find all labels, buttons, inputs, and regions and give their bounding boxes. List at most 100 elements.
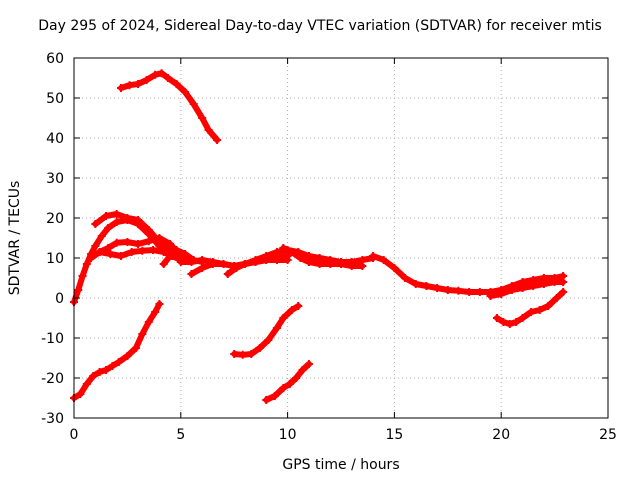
data-point <box>507 286 516 294</box>
data-point <box>138 330 147 338</box>
data-point <box>104 224 113 232</box>
data-point <box>262 396 271 404</box>
data-point <box>144 237 153 246</box>
y-tick-label: 10 <box>46 251 64 267</box>
data-point <box>454 286 463 295</box>
data-point <box>213 136 222 144</box>
data-point <box>272 256 281 264</box>
data-point <box>240 260 249 268</box>
data-point <box>181 88 190 96</box>
x-tick-label: 0 <box>70 427 79 443</box>
data-point <box>223 270 232 278</box>
data-point <box>82 380 91 388</box>
y-tick-label: -20 <box>41 371 64 387</box>
data-point <box>486 292 495 300</box>
data-point <box>232 264 241 272</box>
data-point <box>108 362 117 370</box>
data-point <box>166 240 175 248</box>
y-tick-label: -10 <box>41 331 64 347</box>
y-tick-label: 40 <box>46 131 64 147</box>
data-point <box>151 308 160 316</box>
data-point <box>172 80 181 88</box>
data-point <box>497 290 506 298</box>
data-point <box>138 246 147 255</box>
data-point <box>379 256 388 264</box>
data-point <box>151 70 160 79</box>
series-arc-j <box>70 300 164 402</box>
data-point <box>401 274 410 282</box>
data-point <box>512 318 521 326</box>
data-point <box>270 392 279 400</box>
series-line <box>493 289 567 327</box>
grid <box>74 58 608 418</box>
data-point <box>76 390 85 398</box>
data-point <box>347 262 356 270</box>
data-point <box>78 272 87 280</box>
data-point <box>369 252 378 260</box>
data-point <box>279 314 288 322</box>
x-tick-label: 10 <box>279 427 297 443</box>
data-point <box>176 258 185 266</box>
plot-frame <box>73 57 609 419</box>
data-point <box>535 306 544 314</box>
data-point <box>95 248 104 256</box>
data-point <box>144 318 153 326</box>
data-point <box>112 238 121 247</box>
data-point <box>539 280 548 288</box>
data-point <box>134 240 143 248</box>
x-tick-label: 25 <box>599 427 617 443</box>
data-point <box>155 300 164 308</box>
data-point <box>390 264 399 272</box>
data-point <box>251 256 260 264</box>
data-point <box>112 218 121 226</box>
data-point <box>238 350 247 359</box>
data-point <box>97 232 106 240</box>
data-point <box>304 258 313 266</box>
data-point <box>208 258 217 266</box>
data-point <box>550 278 559 286</box>
data-point <box>475 288 484 296</box>
data-point <box>272 324 281 332</box>
data-point <box>123 238 132 246</box>
data-point <box>87 254 96 262</box>
data-point <box>518 284 527 292</box>
data-point <box>116 84 125 92</box>
data-point <box>106 250 115 258</box>
chart-title: Day 295 of 2024, Sidereal Day-to-day VTE… <box>38 18 602 34</box>
y-tick-label: 30 <box>46 171 64 187</box>
data-point <box>279 244 288 252</box>
data-point <box>125 81 134 90</box>
data-point <box>172 246 181 254</box>
data-point <box>159 260 168 268</box>
data-point <box>433 284 442 292</box>
data-point <box>91 220 100 228</box>
series-line <box>231 303 302 358</box>
data-point <box>492 314 501 322</box>
series-arc-top <box>116 69 222 144</box>
data-point <box>337 260 345 268</box>
data-point <box>262 252 271 260</box>
data-point <box>411 280 420 288</box>
data-point <box>187 270 196 278</box>
data-point <box>198 264 207 272</box>
data-point <box>559 288 568 296</box>
axis-ticks: 0 5 10 15 20 25 -30 -20 -10 0 10 20 30 40 50 60 <box>41 51 617 443</box>
data-point <box>230 350 239 358</box>
data-point <box>287 248 296 256</box>
data-point <box>499 318 508 326</box>
x-tick-label: 15 <box>385 427 403 443</box>
data-point <box>163 74 172 82</box>
data-point <box>465 288 474 296</box>
data-point <box>294 302 303 310</box>
data-point <box>544 302 553 310</box>
data-point <box>123 214 132 222</box>
data-point <box>181 250 190 258</box>
data-point <box>134 216 143 224</box>
data-point <box>285 380 294 388</box>
series-line <box>71 301 163 401</box>
data-point <box>102 366 111 374</box>
data-point <box>529 282 538 290</box>
data-point <box>422 282 431 290</box>
data-point <box>326 260 335 268</box>
